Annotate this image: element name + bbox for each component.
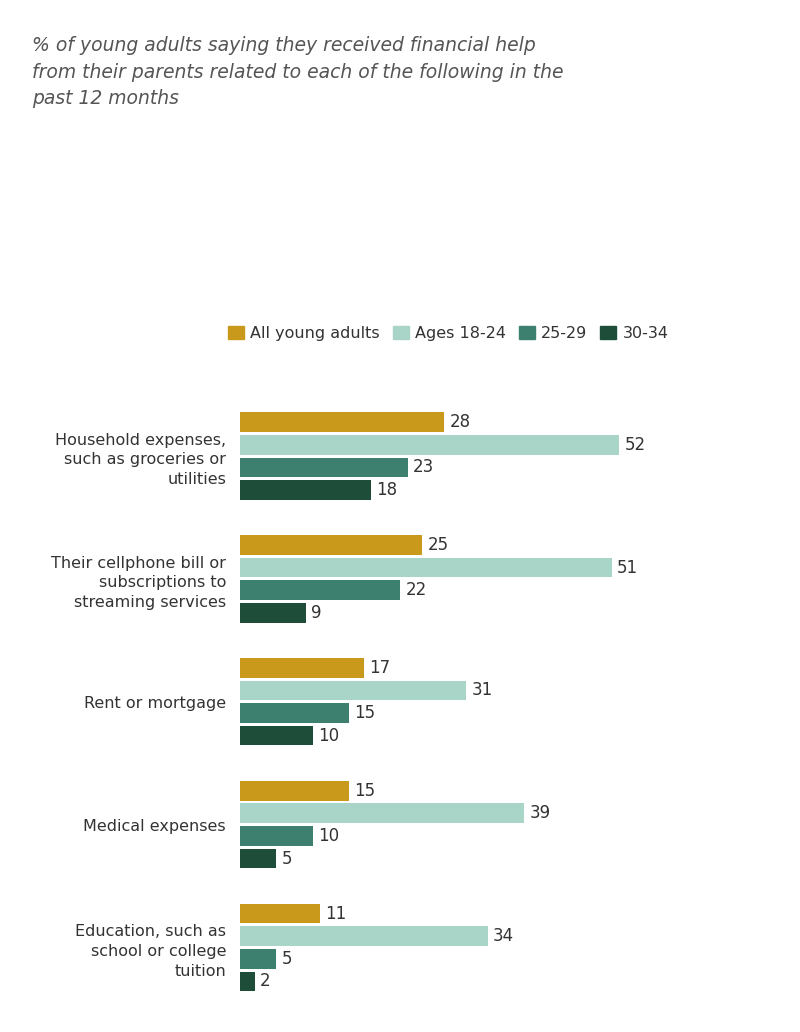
Bar — [240, 536, 422, 555]
Text: 51: 51 — [617, 558, 638, 577]
Text: 22: 22 — [406, 581, 427, 600]
Text: 10: 10 — [318, 827, 339, 845]
Text: 5: 5 — [282, 949, 292, 968]
Text: 15: 15 — [354, 704, 376, 722]
Text: 11: 11 — [326, 905, 346, 923]
Text: 9: 9 — [310, 604, 322, 622]
Bar — [240, 848, 277, 868]
Text: 34: 34 — [493, 927, 514, 945]
Text: 25: 25 — [427, 536, 449, 554]
Text: 2: 2 — [260, 972, 270, 991]
Text: 23: 23 — [413, 458, 434, 477]
Text: 28: 28 — [450, 413, 470, 431]
Bar — [240, 658, 364, 678]
Text: 5: 5 — [282, 849, 292, 868]
Bar — [240, 580, 401, 600]
Bar — [240, 703, 350, 722]
Bar — [240, 413, 444, 432]
Text: 18: 18 — [376, 481, 398, 498]
Text: 10: 10 — [318, 727, 339, 745]
Text: % of young adults saying they received financial help
from their parents related: % of young adults saying they received f… — [32, 36, 563, 108]
Bar — [240, 603, 306, 622]
Bar — [240, 904, 320, 924]
Text: 52: 52 — [625, 436, 646, 454]
Bar — [240, 681, 466, 701]
Bar — [240, 557, 612, 578]
Bar — [240, 781, 350, 801]
Bar — [240, 725, 313, 745]
Text: 15: 15 — [354, 781, 376, 800]
Legend: All young adults, Ages 18-24, 25-29, 30-34: All young adults, Ages 18-24, 25-29, 30-… — [222, 320, 675, 348]
Bar — [240, 480, 371, 499]
Bar — [240, 434, 619, 454]
Bar — [240, 804, 525, 824]
Text: 39: 39 — [530, 804, 550, 823]
Text: 17: 17 — [369, 658, 390, 677]
Bar — [240, 826, 313, 846]
Bar — [240, 927, 488, 946]
Text: 31: 31 — [471, 681, 493, 700]
Bar — [240, 971, 254, 991]
Bar — [240, 457, 408, 477]
Bar — [240, 949, 277, 969]
